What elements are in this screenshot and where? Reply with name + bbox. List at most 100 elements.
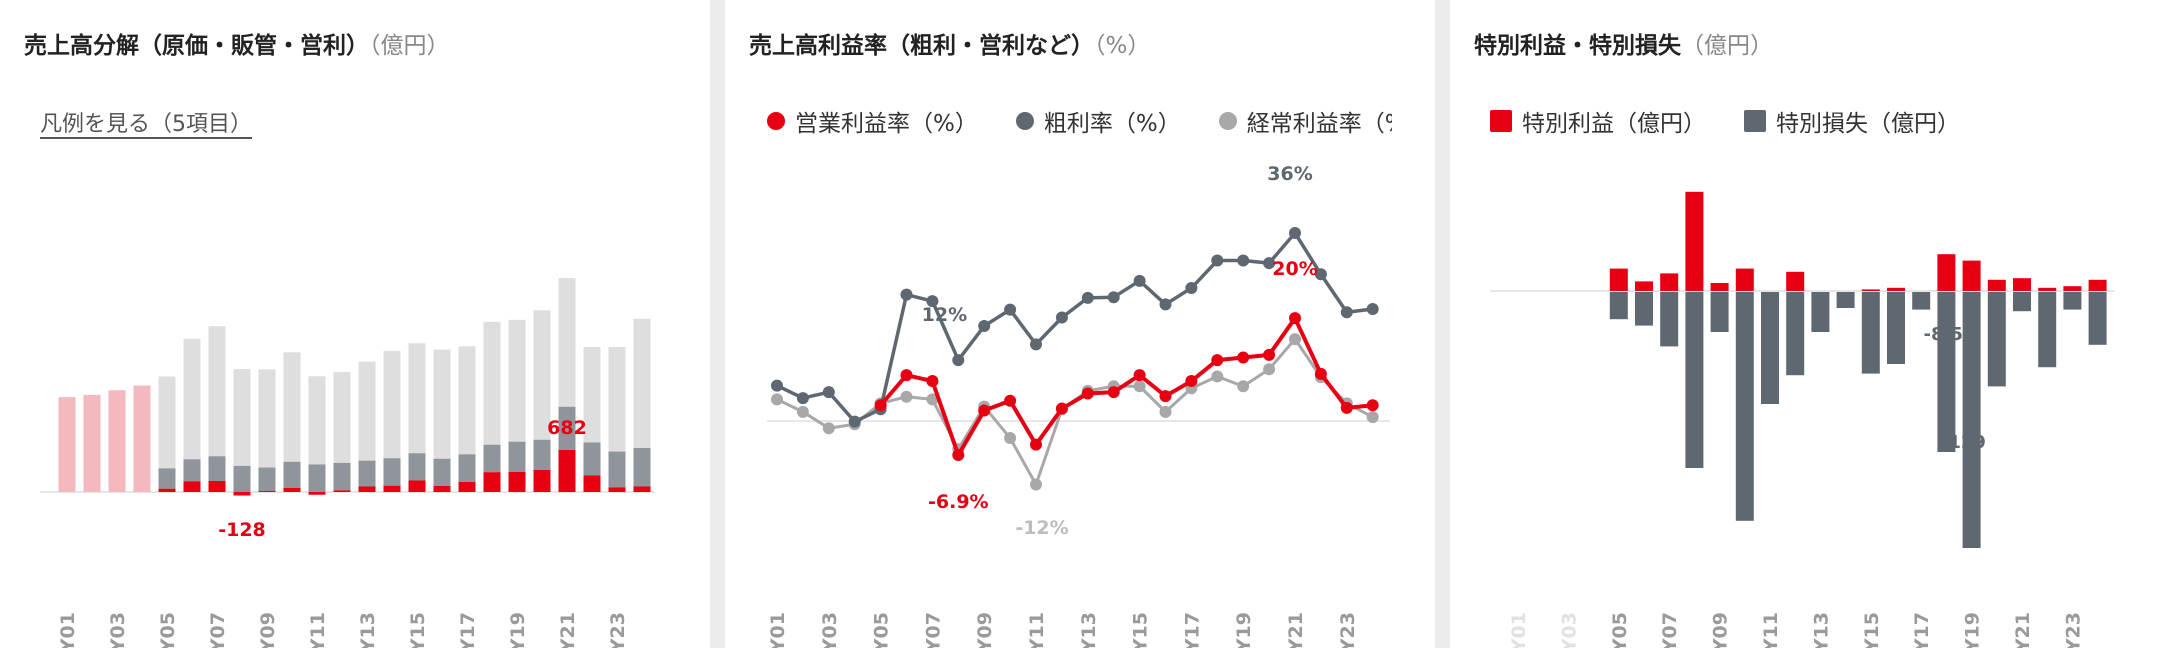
bar-cogs — [233, 369, 251, 466]
x-tick-label: FY15 — [1130, 612, 1152, 648]
point-ordinary — [796, 405, 809, 418]
point-ordinary — [822, 422, 835, 435]
x-tick-label: FY09 — [974, 612, 996, 648]
bar-sga — [208, 456, 226, 481]
x-tick-label: FY21 — [557, 612, 579, 648]
bar-gain — [1735, 268, 1754, 291]
point-operating — [1133, 369, 1146, 382]
bar-operating-profit — [183, 481, 201, 492]
data-label: -12% — [1015, 517, 1068, 539]
x-tick-label: FY13 — [1810, 612, 1832, 648]
point-gross — [900, 288, 913, 301]
point-gross — [1081, 291, 1094, 304]
point-operating — [1366, 399, 1379, 412]
bar-cogs — [583, 347, 601, 443]
x-tick-label: FY05 — [1609, 612, 1631, 648]
bar-sales — [108, 390, 126, 492]
x-tick-label: FY17 — [457, 612, 479, 648]
point-gross — [771, 379, 783, 392]
x-tick-label: FY07 — [207, 612, 229, 648]
extraordinary-chart: -8.5 -129 FY01 FY03 FY05 FY07 FY09 FY11 FY13 FY15… — [1490, 191, 2115, 648]
bar-sga — [508, 441, 526, 472]
point-operating — [978, 404, 991, 417]
point-ordinary — [1289, 333, 1301, 346]
bar-sga — [183, 459, 201, 482]
bar-operating-profit — [208, 481, 226, 492]
point-operating — [1289, 312, 1301, 325]
point-gross — [796, 392, 809, 405]
bar-loss — [1887, 292, 1905, 364]
point-gross — [1004, 303, 1017, 316]
bar-loss — [1786, 292, 1805, 376]
bar-operating-profit — [608, 487, 626, 492]
point-operating — [1237, 351, 1250, 364]
x-tick-label: FY01 — [1508, 612, 1530, 648]
bar-gain — [1660, 273, 1679, 291]
point-operating — [926, 375, 939, 388]
point-gross — [952, 354, 965, 367]
legend-gray-dot-icon — [1015, 112, 1034, 130]
point-gross — [1211, 254, 1224, 267]
x-tick-label: FY23 — [607, 612, 629, 648]
legend-red-dot-icon — [767, 112, 785, 130]
legend-label: 営業利益率（%） — [795, 111, 978, 136]
chart-unit: （%） — [1094, 33, 1151, 59]
bar-operating-profit — [633, 486, 651, 492]
x-tick-label: FY09 — [257, 612, 279, 648]
bar-sga — [233, 465, 251, 492]
point-ordinary — [926, 393, 939, 406]
bar-loss — [2038, 292, 2057, 368]
point-gross — [848, 415, 861, 428]
point-ordinary — [1366, 411, 1379, 424]
bar-cogs — [408, 343, 426, 454]
point-operating — [1030, 438, 1042, 451]
x-tick-label: FY05 — [157, 612, 179, 648]
x-tick-label: FY21 — [1285, 612, 1307, 648]
point-ordinary — [1159, 405, 1172, 418]
point-operating — [1055, 402, 1068, 415]
bar-operating-profit — [333, 490, 351, 492]
bar-loss — [2088, 292, 2107, 345]
bar-sga — [258, 467, 276, 491]
point-gross — [1289, 227, 1301, 240]
bar-cogs — [383, 350, 401, 459]
bar-cogs — [283, 352, 301, 462]
x-tick-label: FY11 — [1026, 612, 1048, 648]
legend-light-dot-icon — [1218, 112, 1237, 130]
x-tick-label: FY11 — [307, 612, 329, 648]
chart-unit: （億円） — [1681, 33, 1773, 59]
legend-toggle-link[interactable]: 凡例を見る（5項目） — [40, 112, 252, 137]
bar-operating-profit — [283, 487, 301, 492]
bar-sga — [458, 454, 476, 482]
chart-title-text: 売上高利益率（粗利・営利など） — [749, 33, 1094, 59]
legend-item-operating-margin[interactable]: 営業利益率（%） — [767, 106, 978, 136]
bar-operating-profit — [433, 485, 451, 492]
point-ordinary — [1237, 380, 1250, 393]
point-gross — [1366, 302, 1379, 315]
legend-item-ordinary-margin[interactable]: 経常利益率（%） — [1218, 106, 1392, 136]
chart-title: 売上高利益率（粗利・営利など）（%） — [749, 26, 1150, 60]
bar-operating-profit — [233, 492, 251, 496]
legend-red-square-icon — [1490, 110, 1512, 132]
bar-sales — [133, 385, 151, 492]
point-operating — [1340, 401, 1353, 414]
point-gross — [1185, 282, 1198, 295]
point-operating — [1159, 390, 1172, 403]
bar-gain — [2063, 286, 2082, 291]
bar-sga — [483, 444, 501, 473]
chart-title-text: 特別利益・特別損失 — [1474, 33, 1681, 59]
sales-breakdown-chart: -128 682 FY01 FY03 FY05 FY07 FY09 FY11 FY13 FY15 F… — [40, 278, 655, 648]
bar-operating-profit — [508, 471, 526, 492]
bar-cogs — [208, 326, 226, 457]
bar-cogs — [333, 372, 351, 463]
point-operating — [874, 399, 887, 412]
point-gross — [1030, 338, 1042, 351]
legend-item-gross-margin[interactable]: 粗利率（%） — [1015, 106, 1181, 136]
legend-item-extraordinary-gain[interactable]: 特別利益（億円） — [1490, 106, 1706, 136]
bar-gain — [1609, 268, 1628, 291]
x-tick-label: FY01 — [57, 612, 79, 648]
point-operating — [1314, 367, 1327, 380]
legend-item-extraordinary-loss[interactable]: 特別損失（億円） — [1744, 106, 1960, 136]
point-gross — [1055, 311, 1068, 324]
bar-operating-profit — [408, 480, 426, 492]
